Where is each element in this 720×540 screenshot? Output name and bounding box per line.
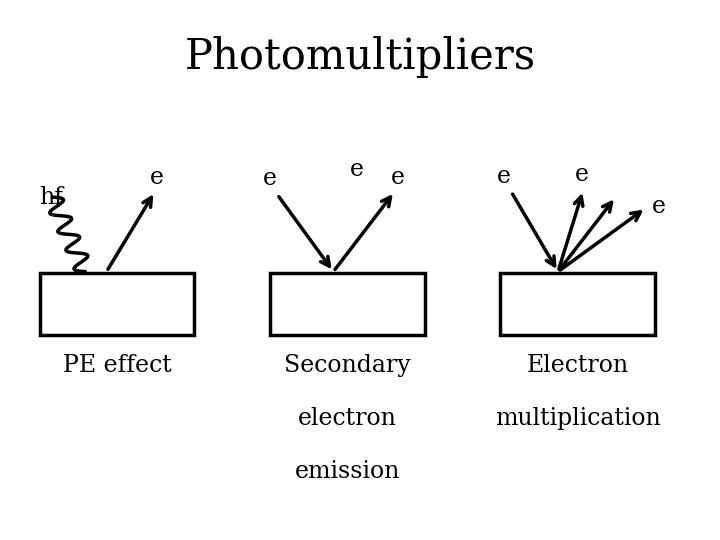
Bar bbox=[270, 273, 425, 335]
Text: e: e bbox=[575, 163, 589, 186]
Text: e: e bbox=[652, 195, 665, 218]
Text: hf: hf bbox=[40, 186, 63, 208]
Text: e: e bbox=[497, 165, 511, 188]
Bar bbox=[500, 273, 655, 335]
Text: e: e bbox=[263, 167, 277, 190]
Text: Secondary

electron

emission: Secondary electron emission bbox=[284, 354, 411, 483]
Bar bbox=[40, 273, 194, 335]
Text: Photomultipliers: Photomultipliers bbox=[184, 36, 536, 78]
Text: e: e bbox=[349, 158, 364, 181]
Text: Electron

multiplication: Electron multiplication bbox=[495, 354, 661, 430]
Text: e: e bbox=[150, 166, 164, 189]
Text: PE effect: PE effect bbox=[63, 354, 172, 377]
Text: e: e bbox=[390, 166, 405, 189]
